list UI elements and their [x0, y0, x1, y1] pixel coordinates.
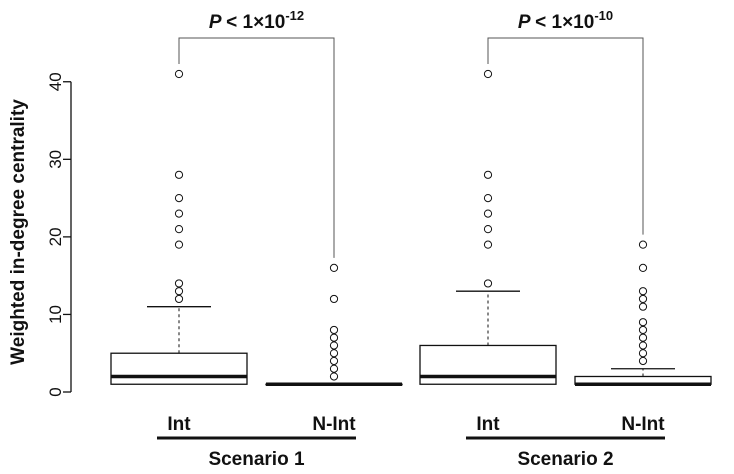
comparison-1: P < 1×10-12	[178, 8, 335, 258]
box-4	[574, 240, 712, 386]
outlier-point	[638, 349, 648, 358]
y-axis-label: Weighted in-degree centrality	[8, 99, 29, 365]
y-tick-label: 30	[46, 150, 65, 169]
category-labels: Int N-Int Int N-Int	[167, 414, 665, 435]
group-label: Scenario 2	[517, 449, 613, 470]
group-labels: Scenario 1 Scenario 2	[157, 436, 665, 470]
category-label: N-Int	[312, 414, 356, 435]
outlier-point	[638, 325, 648, 335]
outlier-point	[329, 364, 339, 373]
outlier-point	[329, 333, 339, 342]
outlier-point	[174, 225, 184, 234]
outlier-point	[638, 302, 648, 311]
significance-bracket	[178, 37, 335, 258]
outlier-point	[329, 356, 339, 366]
outlier-point	[174, 279, 184, 288]
box-2	[265, 263, 403, 386]
outlier-point	[174, 209, 184, 218]
group-label: Scenario 1	[208, 449, 305, 470]
comparison-2: P < 1×10-10	[487, 8, 644, 235]
outlier-point	[174, 287, 184, 296]
outlier-point	[174, 240, 184, 249]
outlier-point	[638, 287, 648, 296]
outlier-point	[329, 294, 339, 304]
outlier-point	[329, 341, 339, 350]
outlier-point	[483, 279, 493, 288]
p-value-label: P < 1×10-10	[518, 8, 613, 33]
y-tick-label: 20	[46, 227, 65, 246]
outlier-point	[329, 263, 339, 273]
significance-bracket	[487, 37, 644, 235]
y-axis: 0 10 20 30 40	[46, 72, 72, 397]
outlier-point	[483, 69, 493, 79]
y-tick-label: 40	[46, 72, 65, 91]
outlier-point	[638, 240, 648, 249]
outlier-point	[329, 349, 339, 358]
category-label: N-Int	[621, 414, 665, 435]
outlier-point	[174, 69, 184, 79]
outlier-point	[483, 240, 493, 249]
outlier-point	[638, 294, 648, 304]
outlier-point	[174, 294, 184, 304]
category-label: Int	[476, 414, 500, 435]
outlier-point	[638, 318, 648, 327]
y-tick-label: 0	[46, 387, 65, 396]
box-iqr	[419, 344, 557, 385]
outlier-point	[483, 209, 493, 218]
outlier-point	[638, 333, 648, 342]
category-label: Int	[167, 414, 191, 435]
box-iqr	[110, 352, 248, 385]
outlier-point	[174, 193, 184, 203]
plot-area	[110, 69, 712, 386]
significance-brackets: P < 1×10-12 P < 1×10-10	[178, 8, 644, 258]
outlier-point	[638, 356, 648, 366]
outlier-point	[483, 225, 493, 234]
box-3	[419, 69, 557, 385]
box-1	[110, 69, 248, 385]
outlier-point	[329, 372, 339, 381]
outlier-point	[174, 170, 184, 179]
outlier-point	[638, 341, 648, 350]
y-tick-label: 10	[46, 305, 65, 324]
outlier-point	[638, 263, 648, 273]
p-value-label: P < 1×10-12	[209, 8, 304, 33]
outlier-point	[329, 325, 339, 335]
outlier-point	[483, 193, 493, 203]
outlier-point	[483, 170, 493, 179]
